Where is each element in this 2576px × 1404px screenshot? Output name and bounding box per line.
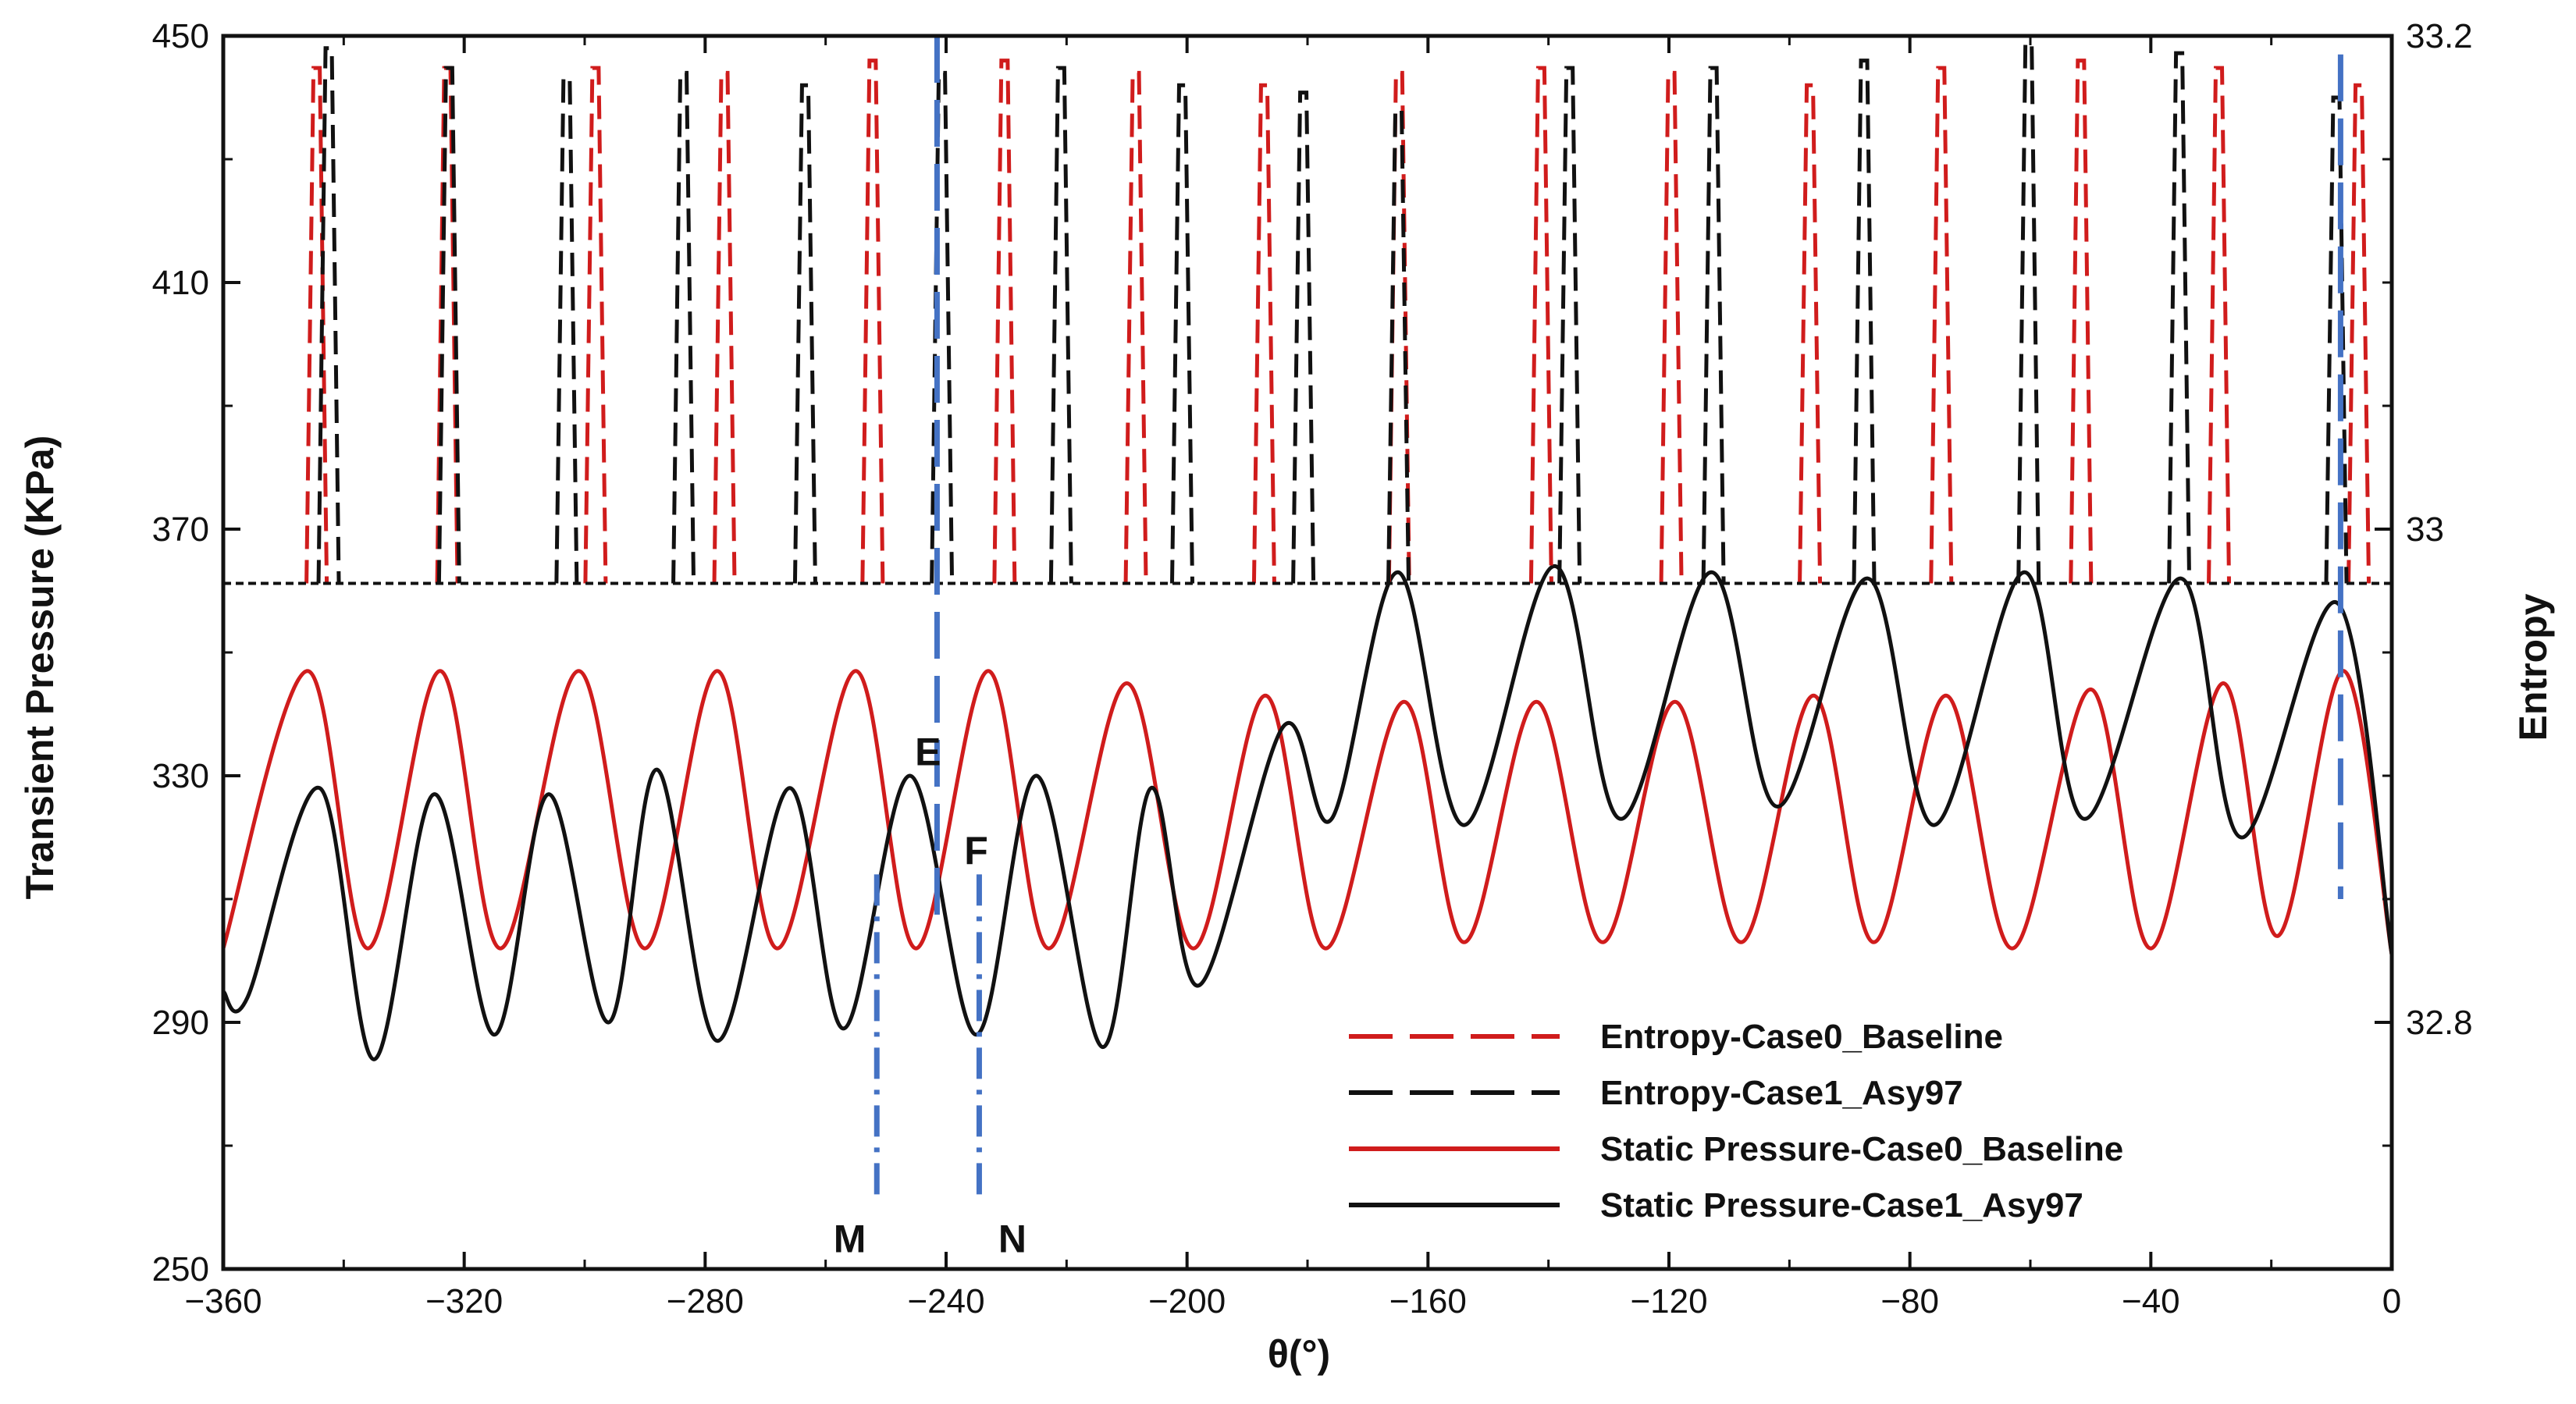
legend: Entropy-Case0_Baseline Entropy-Case1_Asy9… [1349,1018,2123,1225]
y2-tick-label: 33 [2406,510,2444,549]
series-peak-Entropy-Case0_Baseline [304,66,329,584]
axes-layer: −360 −320 −280 −240 −200 −160 −120 −80 −40 0 250 29… [152,17,2473,1320]
series-peak-Entropy-Case0_Baseline [1528,66,1553,584]
y2-tick-label: 33.2 [2406,17,2473,55]
y-tick-label: 450 [152,17,209,55]
y-axis-title: Transient Pressure (KPa) [18,435,62,900]
series-peak-Entropy-Case0_Baseline [992,59,1017,584]
x-tick-label: −280 [667,1282,744,1320]
series-peak-Entropy-Case1_Asy97 [316,46,341,584]
x-tick-label: −320 [425,1282,503,1320]
x-axis-title: θ(°) [1268,1332,1330,1376]
series-peak-Entropy-Case0_Baseline [2069,59,2094,584]
legend-label: Entropy-Case1_Asy97 [1600,1074,1963,1112]
series-peak-Entropy-Case1_Asy97 [1701,66,1726,584]
series-peak-Entropy-Case1_Asy97 [2016,41,2041,584]
series-peak-Entropy-Case1_Asy97 [1557,66,1582,584]
series-peak-Entropy-Case1_Asy97 [792,83,817,584]
chart-data-layer: E F M N [221,36,2394,1261]
series-peak-Entropy-Case0_Baseline [1123,70,1148,584]
series-peak-Entropy-Case0_Baseline [712,70,737,584]
series-peak-Entropy-Case1_Asy97 [1169,83,1194,584]
x-tick-label: −120 [1630,1282,1707,1320]
series-peak-Entropy-Case1_Asy97 [1852,59,1877,584]
y2-axis-title: Entropy [2511,593,2555,741]
series-line-Static Pressure-Case1_Asy97 [222,563,2394,1061]
series-peak-Entropy-Case0_Baseline [1929,66,1954,584]
x-tick-label: −80 [1880,1282,1939,1320]
y-tick-label: 330 [152,757,209,795]
series-peak-Entropy-Case0_Baseline [2207,66,2232,584]
series-peak-Entropy-Case1_Asy97 [2167,51,2192,584]
y-tick-label: 370 [152,510,209,549]
legend-label: Static Pressure-Case1_Asy97 [1600,1186,2083,1225]
y2-tick-label: 32.8 [2406,1004,2473,1042]
y-tick-label: 250 [152,1250,209,1288]
x-tick-label: −240 [907,1282,984,1320]
x-tick-label: −40 [2122,1282,2180,1320]
series-peak-Entropy-Case1_Asy97 [2324,95,2349,584]
series-peak-Entropy-Case0_Baseline [1659,70,1684,584]
x-tick-label: −160 [1389,1282,1467,1320]
series-peak-Entropy-Case1_Asy97 [554,76,579,584]
y-tick-label: 410 [152,264,209,302]
series-peak-Entropy-Case0_Baseline [583,66,608,584]
x-tick-label: −360 [184,1282,262,1320]
annotation-M: M [834,1217,866,1261]
y-tick-label: 290 [152,1004,209,1042]
series-peak-Entropy-Case0_Baseline [1251,83,1276,584]
legend-label: Entropy-Case0_Baseline [1600,1018,2003,1056]
series-peak-Entropy-Case1_Asy97 [1048,66,1073,584]
series-peak-Entropy-Case1_Asy97 [671,70,696,584]
series-peak-Entropy-Case1_Asy97 [1291,91,1316,584]
series-peak-Entropy-Case0_Baseline [2347,83,2371,584]
annotation-N: N [998,1217,1026,1261]
annotation-E: E [915,730,941,773]
series-peak-Entropy-Case0_Baseline [860,59,885,584]
series-peak-Entropy-Case1_Asy97 [436,66,461,584]
legend-label: Static Pressure-Case0_Baseline [1600,1130,2123,1168]
series-line-Static Pressure-Case0_Baseline [221,669,2394,955]
x-tick-label: −200 [1148,1282,1226,1320]
annotation-F: F [964,829,988,873]
series-peak-Entropy-Case0_Baseline [1798,83,1823,584]
x-tick-label: 0 [2382,1282,2401,1320]
